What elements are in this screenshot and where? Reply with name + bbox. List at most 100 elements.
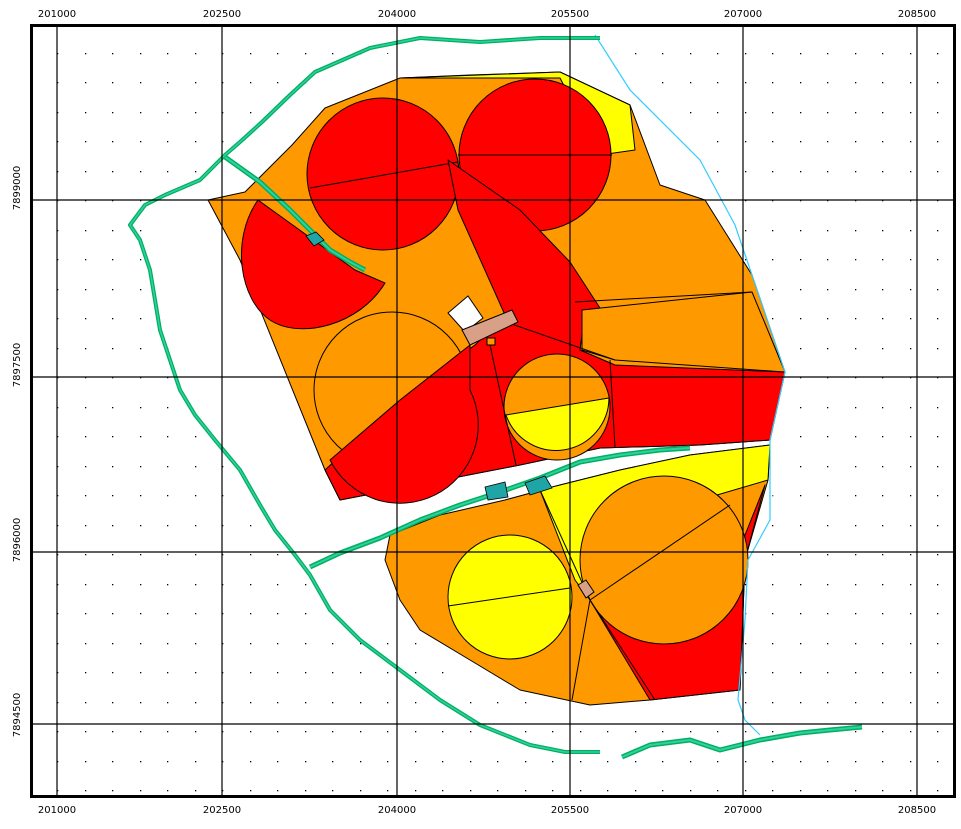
grid-dot <box>140 466 142 468</box>
river-southeast-core <box>621 726 863 758</box>
grid-dot <box>772 790 774 792</box>
small-structure <box>486 337 496 346</box>
grid-dot <box>112 495 114 497</box>
grid-dot <box>827 53 829 55</box>
grid-dot <box>910 731 912 733</box>
grid-dot <box>772 495 774 497</box>
grid-dot <box>222 731 224 733</box>
grid-dot <box>305 584 307 586</box>
grid-dot <box>800 318 802 320</box>
grid-dot <box>332 761 334 763</box>
grid-dot <box>167 82 169 84</box>
grid-dot <box>387 53 389 55</box>
grid-dot <box>772 318 774 320</box>
grid-dot <box>882 377 884 379</box>
y-tick-left-1: 7899000 <box>12 166 23 211</box>
grid-dot <box>855 525 857 527</box>
grid-dot <box>140 731 142 733</box>
y-axis-left-labels: 7899000 7897500 7896000 7894500 <box>12 166 23 738</box>
x-tick-bottom-3: 204000 <box>378 805 416 816</box>
grid-dot <box>140 112 142 114</box>
grid-dot <box>525 761 527 763</box>
grid-dot <box>800 259 802 261</box>
grid-dot <box>167 702 169 704</box>
y-tick-left-2: 7897500 <box>12 343 23 388</box>
grid-dot <box>140 171 142 173</box>
grid-dot <box>112 466 114 468</box>
grid-dot <box>800 466 802 468</box>
grid-dot <box>415 790 417 792</box>
grid-dot <box>140 613 142 615</box>
grid-dot <box>800 171 802 173</box>
grid-dot <box>387 672 389 674</box>
grid-dot <box>910 672 912 674</box>
grid-dot <box>745 672 747 674</box>
grid-dot <box>140 525 142 527</box>
grid-dot <box>882 407 884 409</box>
river-northwest-core <box>129 37 600 753</box>
river-channel-north-core <box>224 156 366 271</box>
grid-dot <box>85 318 87 320</box>
grid-dot <box>57 200 59 202</box>
grid-dot <box>772 702 774 704</box>
grid-dot <box>827 82 829 84</box>
grid-dot <box>277 731 279 733</box>
grid-dot <box>855 112 857 114</box>
grid-dot <box>937 584 939 586</box>
x-tick-top-4: 205500 <box>551 9 589 20</box>
grid-dot <box>85 554 87 556</box>
grid-dot <box>937 525 939 527</box>
x-tick-bottom-1: 201000 <box>38 805 76 816</box>
x-tick-bottom-4: 205500 <box>551 805 589 816</box>
grid-dot <box>305 643 307 645</box>
grid-dot <box>112 348 114 350</box>
grid-dot <box>800 554 802 556</box>
grid-dot <box>882 495 884 497</box>
grid-dot <box>717 761 719 763</box>
grid-dot <box>250 82 252 84</box>
grid-dot <box>57 790 59 792</box>
y-tick-left-4: 7894500 <box>12 693 23 738</box>
grid-dot <box>387 702 389 704</box>
grid-dot <box>882 643 884 645</box>
farm-building <box>461 309 519 346</box>
grid-dot <box>140 584 142 586</box>
grid-dot <box>305 672 307 674</box>
grid-dot <box>882 525 884 527</box>
grid-dot <box>85 407 87 409</box>
grid-dot <box>85 171 87 173</box>
grid-dot <box>85 82 87 84</box>
grid-dot <box>607 731 609 733</box>
grid-dot <box>167 495 169 497</box>
grid-dot <box>855 230 857 232</box>
grid-dot <box>910 230 912 232</box>
grid-dot <box>855 53 857 55</box>
grid-dot <box>910 702 912 704</box>
grid-dot <box>800 348 802 350</box>
grid-dot <box>910 761 912 763</box>
field-line-3 <box>499 319 616 361</box>
field-line-4 <box>609 359 616 449</box>
grid-dot <box>332 53 334 55</box>
pond-central-2 <box>524 475 553 496</box>
grid-dot <box>85 230 87 232</box>
grid-dot <box>607 790 609 792</box>
grid-dot <box>167 466 169 468</box>
grid-dot <box>250 53 252 55</box>
grid-dot <box>167 731 169 733</box>
grid-dot <box>937 289 939 291</box>
grid-dot <box>937 466 939 468</box>
grid-dot <box>800 230 802 232</box>
field-line-5 <box>539 489 591 601</box>
grid-dot <box>387 790 389 792</box>
grid-dot <box>140 318 142 320</box>
grid-dot <box>250 761 252 763</box>
grid-dot <box>140 259 142 261</box>
grid-dot <box>800 584 802 586</box>
grid-dot <box>112 171 114 173</box>
grid-dot <box>827 613 829 615</box>
grid-dot <box>250 672 252 674</box>
grid-dot <box>112 259 114 261</box>
x-tick-top-5: 207000 <box>724 9 762 20</box>
